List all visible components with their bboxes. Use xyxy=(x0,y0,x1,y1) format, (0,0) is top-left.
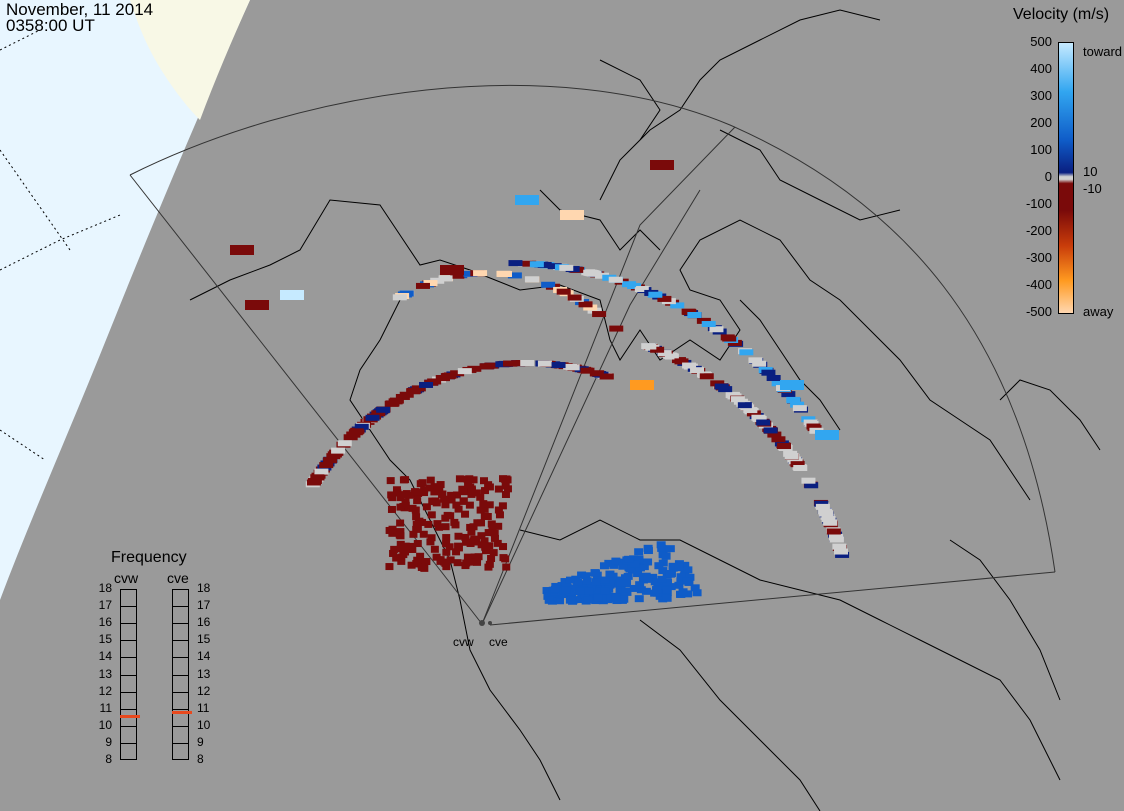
velocity-tick-label: 100 xyxy=(1030,142,1052,157)
radar-site-cve xyxy=(488,621,492,625)
velocity-toward-label: toward xyxy=(1083,44,1123,59)
radar-label-cve: cve xyxy=(489,635,508,649)
latitude-grid-line xyxy=(0,429,46,461)
frequency-scale-label: 13 xyxy=(197,666,211,681)
frequency-scale-label: 15 xyxy=(197,632,211,647)
velocity-tick-label: -400 xyxy=(1025,277,1052,292)
coastlines xyxy=(189,9,1101,811)
velocity-minus10-label: -10 xyxy=(1083,181,1102,196)
field-of-view xyxy=(129,85,1056,626)
velocity-tick-label: 400 xyxy=(1030,61,1052,76)
latitude-grid-line xyxy=(0,214,121,271)
velocity-plus10-label: 10 xyxy=(1083,164,1098,179)
velocity-tick-label: 500 xyxy=(1030,34,1052,49)
frequency-marker-cve xyxy=(172,711,192,715)
frequency-scale-label: 9 xyxy=(105,734,112,749)
frequency-scale-label: 15 xyxy=(98,632,112,647)
frequency-scale-label: 10 xyxy=(197,717,211,732)
frequency-scale-label: 17 xyxy=(98,598,112,613)
frequency-radar-cve-label: cve xyxy=(167,570,189,586)
frequency-scale-label: 11 xyxy=(197,700,210,715)
frequency-scale-label: 12 xyxy=(98,683,112,698)
velocity-away-label: away xyxy=(1083,304,1114,319)
date-label: November, 11 2014 xyxy=(6,0,154,19)
daylight-region xyxy=(0,0,250,600)
frequency-scale-label: 9 xyxy=(197,734,204,749)
frequency-scale-label: 8 xyxy=(197,752,204,766)
frequency-scale-label: 8 xyxy=(105,752,112,766)
timestamp-block: November, 11 2014 0358:00 UT xyxy=(6,0,154,35)
frequency-gauge-cvw xyxy=(120,589,137,760)
frequency-scale-label: 12 xyxy=(197,683,211,698)
radar-scatter-cells xyxy=(230,160,850,605)
latitude-grid-line xyxy=(0,149,71,251)
frequency-scale-label: 14 xyxy=(98,649,112,664)
frequency-scale-label: 13 xyxy=(98,666,112,681)
velocity-tick-label: -200 xyxy=(1025,223,1052,238)
frequency-marker-cvw xyxy=(120,714,140,718)
frequency-radar-cvw-label: cvw xyxy=(114,570,139,586)
velocity-tick-label: -500 xyxy=(1025,304,1052,319)
velocity-scale-title: Velocity (m/s) xyxy=(1013,6,1110,23)
daylight-land xyxy=(130,0,250,120)
velocity-tick-label: -100 xyxy=(1025,196,1052,211)
velocity-tick-label: -300 xyxy=(1025,250,1052,265)
frequency-scale-label: 10 xyxy=(98,717,112,732)
velocity-tick-label: 0 xyxy=(1044,169,1052,184)
frequency-scale-label: 17 xyxy=(197,598,211,613)
velocity-color-bar xyxy=(1058,42,1074,314)
radar-label-cvw: cvw xyxy=(453,635,474,649)
velocity-tick-label: 300 xyxy=(1030,88,1052,103)
time-label: 0358:00 UT xyxy=(6,16,95,35)
frequency-scale-label: 11 xyxy=(99,700,112,715)
frequency-gauge-cve xyxy=(172,589,189,760)
frequency-scale-label: 16 xyxy=(197,615,211,630)
frequency-scale-label: 18 xyxy=(98,581,112,595)
frequency-scale-label: 14 xyxy=(197,649,211,664)
frequency-scale-label: 16 xyxy=(98,615,112,630)
frequency-scale-label: 18 xyxy=(197,581,211,595)
velocity-tick-label: 200 xyxy=(1030,115,1052,130)
radar-site-cvw xyxy=(479,620,485,626)
frequency-title: Frequency xyxy=(111,549,187,566)
